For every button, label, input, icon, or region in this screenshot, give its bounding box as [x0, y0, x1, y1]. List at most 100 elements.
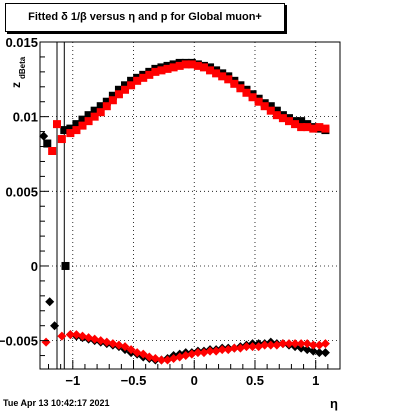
data-point-diamond [314, 340, 324, 350]
data-point-diamond [254, 342, 264, 352]
data-point-square [96, 108, 105, 117]
data-point-square [121, 85, 130, 94]
data-point-square [127, 76, 136, 85]
data-point-square [303, 123, 312, 132]
data-point-diamond [126, 345, 136, 355]
data-point-diamond [96, 336, 106, 346]
data-point-square [236, 84, 245, 93]
data-point-diamond [144, 352, 154, 362]
data-point-square [260, 102, 269, 111]
data-point-diamond [302, 339, 312, 349]
data-point-square [133, 76, 142, 85]
data-point-square [206, 66, 215, 75]
y-tick-label: 0 [31, 259, 38, 274]
y-axis-label-subscript: dBeta [18, 56, 27, 79]
data-point-square [72, 120, 81, 129]
data-point-square [60, 126, 69, 135]
data-point-diamond [169, 354, 179, 364]
timestamp: Tue Apr 13 10:42:17 2021 [3, 398, 110, 408]
data-point-diamond [235, 343, 245, 353]
data-point-diamond [308, 340, 318, 350]
x-tick-label: 1 [312, 373, 319, 388]
data-point-square [78, 115, 87, 124]
data-point-diamond [39, 131, 49, 141]
data-point-diamond [138, 349, 148, 359]
data-point-diamond [50, 321, 60, 331]
data-point-square [72, 126, 81, 135]
y-tick-label: −0.005 [0, 334, 38, 349]
data-point-diamond [205, 346, 215, 356]
data-point-square [66, 124, 75, 133]
data-point-diamond [260, 340, 270, 350]
data-point-diamond [45, 297, 55, 307]
data-point-diamond [272, 340, 282, 350]
data-point-square [121, 81, 130, 90]
data-point-square [61, 261, 70, 270]
data-point-square [96, 102, 105, 111]
x-axis-label: η [330, 396, 338, 411]
data-point-square [145, 70, 154, 79]
data-point-diamond [90, 334, 100, 344]
data-point-square [224, 75, 233, 84]
data-point-diamond [290, 339, 300, 349]
y-tick-label: 0.015 [5, 35, 38, 50]
data-point-diamond [175, 352, 185, 362]
data-point-diamond [132, 348, 142, 358]
data-point-square [84, 117, 93, 126]
data-point-square [248, 93, 257, 102]
data-point-diamond [320, 339, 330, 349]
data-point-diamond [223, 345, 233, 355]
data-point-square [90, 112, 99, 121]
data-point-diamond [211, 346, 221, 356]
data-point-diamond [314, 348, 324, 358]
data-point-diamond [308, 346, 318, 356]
data-point-diamond [84, 333, 94, 343]
tick-label-layer: −1 −0.5 0 0.5 1 −0.005 0 0.005 0.01 0.015 [0, 35, 319, 388]
vertical-line-layer [56, 42, 65, 369]
data-point-diamond [181, 351, 191, 361]
data-point-square [266, 102, 275, 111]
data-point-square [127, 81, 136, 90]
data-point-square [108, 91, 117, 100]
data-point-diamond [217, 345, 227, 355]
y-axis-label-main: z [9, 82, 23, 88]
data-point-diamond [229, 343, 239, 353]
data-point-square [297, 123, 306, 132]
data-point-diamond [114, 340, 124, 350]
data-point-square [193, 61, 202, 70]
data-point-diamond [302, 345, 312, 355]
data-point-square [84, 111, 93, 120]
grid-layer [40, 41, 340, 369]
data-point-square [114, 85, 123, 94]
chart-title: Fitted δ 1/β versus η and p for Global m… [28, 11, 262, 23]
data-point-square [151, 67, 160, 76]
data-point-square [181, 60, 190, 69]
data-point-square [284, 117, 293, 126]
data-point-diamond [241, 342, 251, 352]
data-point-square [278, 114, 287, 123]
data-point-diamond [187, 349, 197, 359]
data-point-square [218, 72, 227, 81]
title-box: Fitted δ 1/β versus η and p for Global m… [5, 3, 285, 32]
data-point-diamond [278, 339, 288, 349]
y-axis-label: z dBeta [9, 56, 27, 88]
x-tick-label: 0.5 [246, 373, 264, 388]
data-point-square [108, 96, 117, 105]
data-point-square [291, 120, 300, 129]
data-point-square [254, 97, 263, 106]
data-point-square [315, 123, 324, 132]
data-point-diamond [65, 330, 75, 340]
data-point-square [272, 111, 281, 120]
data-point-square [90, 106, 99, 115]
tick-layer [40, 41, 341, 369]
data-point-diamond [108, 339, 118, 349]
y-tick-label: 0.005 [5, 184, 38, 199]
data-point-square [230, 79, 239, 88]
x-tick-label: 0 [191, 373, 198, 388]
data-point-diamond [57, 331, 67, 341]
data-point-square [48, 147, 57, 155]
data-point-square [78, 121, 87, 130]
data-point-diamond [41, 337, 51, 347]
data-point-square [53, 120, 62, 129]
